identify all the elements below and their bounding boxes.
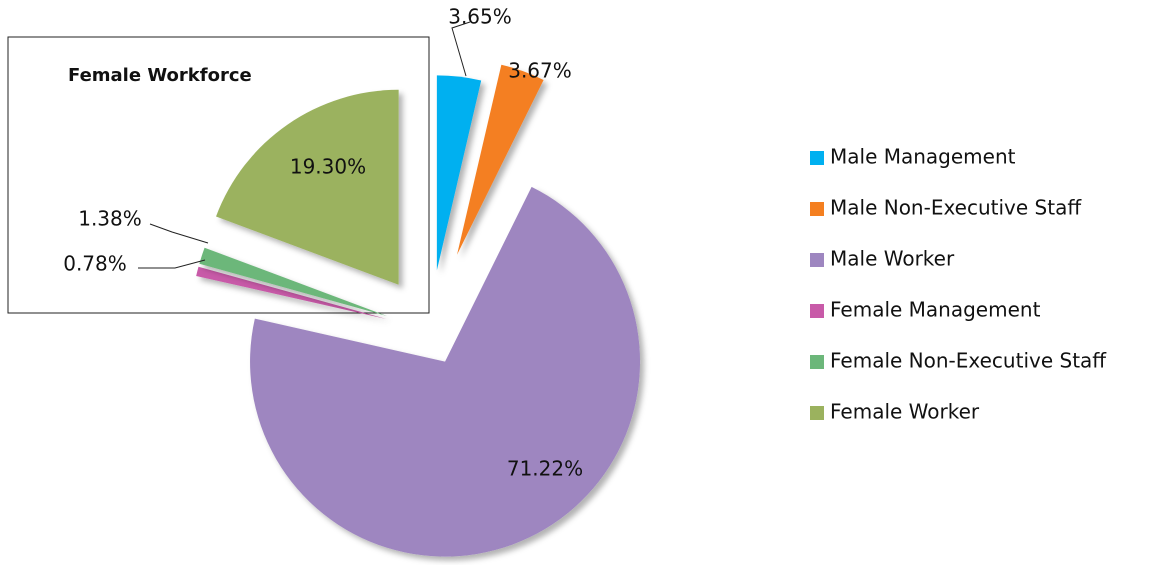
legend-swatch (810, 355, 824, 369)
legend-swatch (810, 304, 824, 318)
legend-label: Female Non-Executive Staff (830, 349, 1107, 373)
data-label: 1.38% (78, 207, 142, 231)
legend-label: Male Worker (830, 247, 955, 271)
annotation: Female Workforce (68, 65, 252, 86)
data-label: 19.30% (290, 155, 366, 179)
legend-swatch (810, 151, 824, 165)
legend-label: Male Non-Executive Staff (830, 196, 1082, 220)
legend: Male Management Male Non-Executive Staff M… (810, 145, 1107, 424)
pie-slice (216, 89, 399, 285)
pie-slice (250, 186, 641, 557)
legend-swatch (810, 253, 824, 267)
data-label: 71.22% (507, 457, 583, 481)
leader-line (149, 223, 209, 244)
data-label: 0.78% (63, 252, 127, 276)
legend-label: Male Management (830, 145, 1016, 169)
data-label: 3.67% (508, 59, 572, 83)
legend-swatch (810, 406, 824, 420)
legend-label: Female Management (830, 298, 1041, 322)
pie-slice (457, 64, 544, 255)
legend-label: Female Worker (830, 400, 980, 424)
pie-slice (199, 247, 388, 317)
legend-swatch (810, 202, 824, 216)
pie-slice (436, 75, 482, 271)
leader-line (451, 21, 471, 77)
data-label: 3.65% (448, 5, 512, 29)
pie-slice (196, 266, 387, 320)
annotation-box (7, 36, 430, 314)
leader-line (138, 259, 206, 269)
labels: 3.65% 3.67% 71.22% 0.78% 1.38% 19.30% (63, 5, 583, 481)
pie (196, 64, 641, 557)
